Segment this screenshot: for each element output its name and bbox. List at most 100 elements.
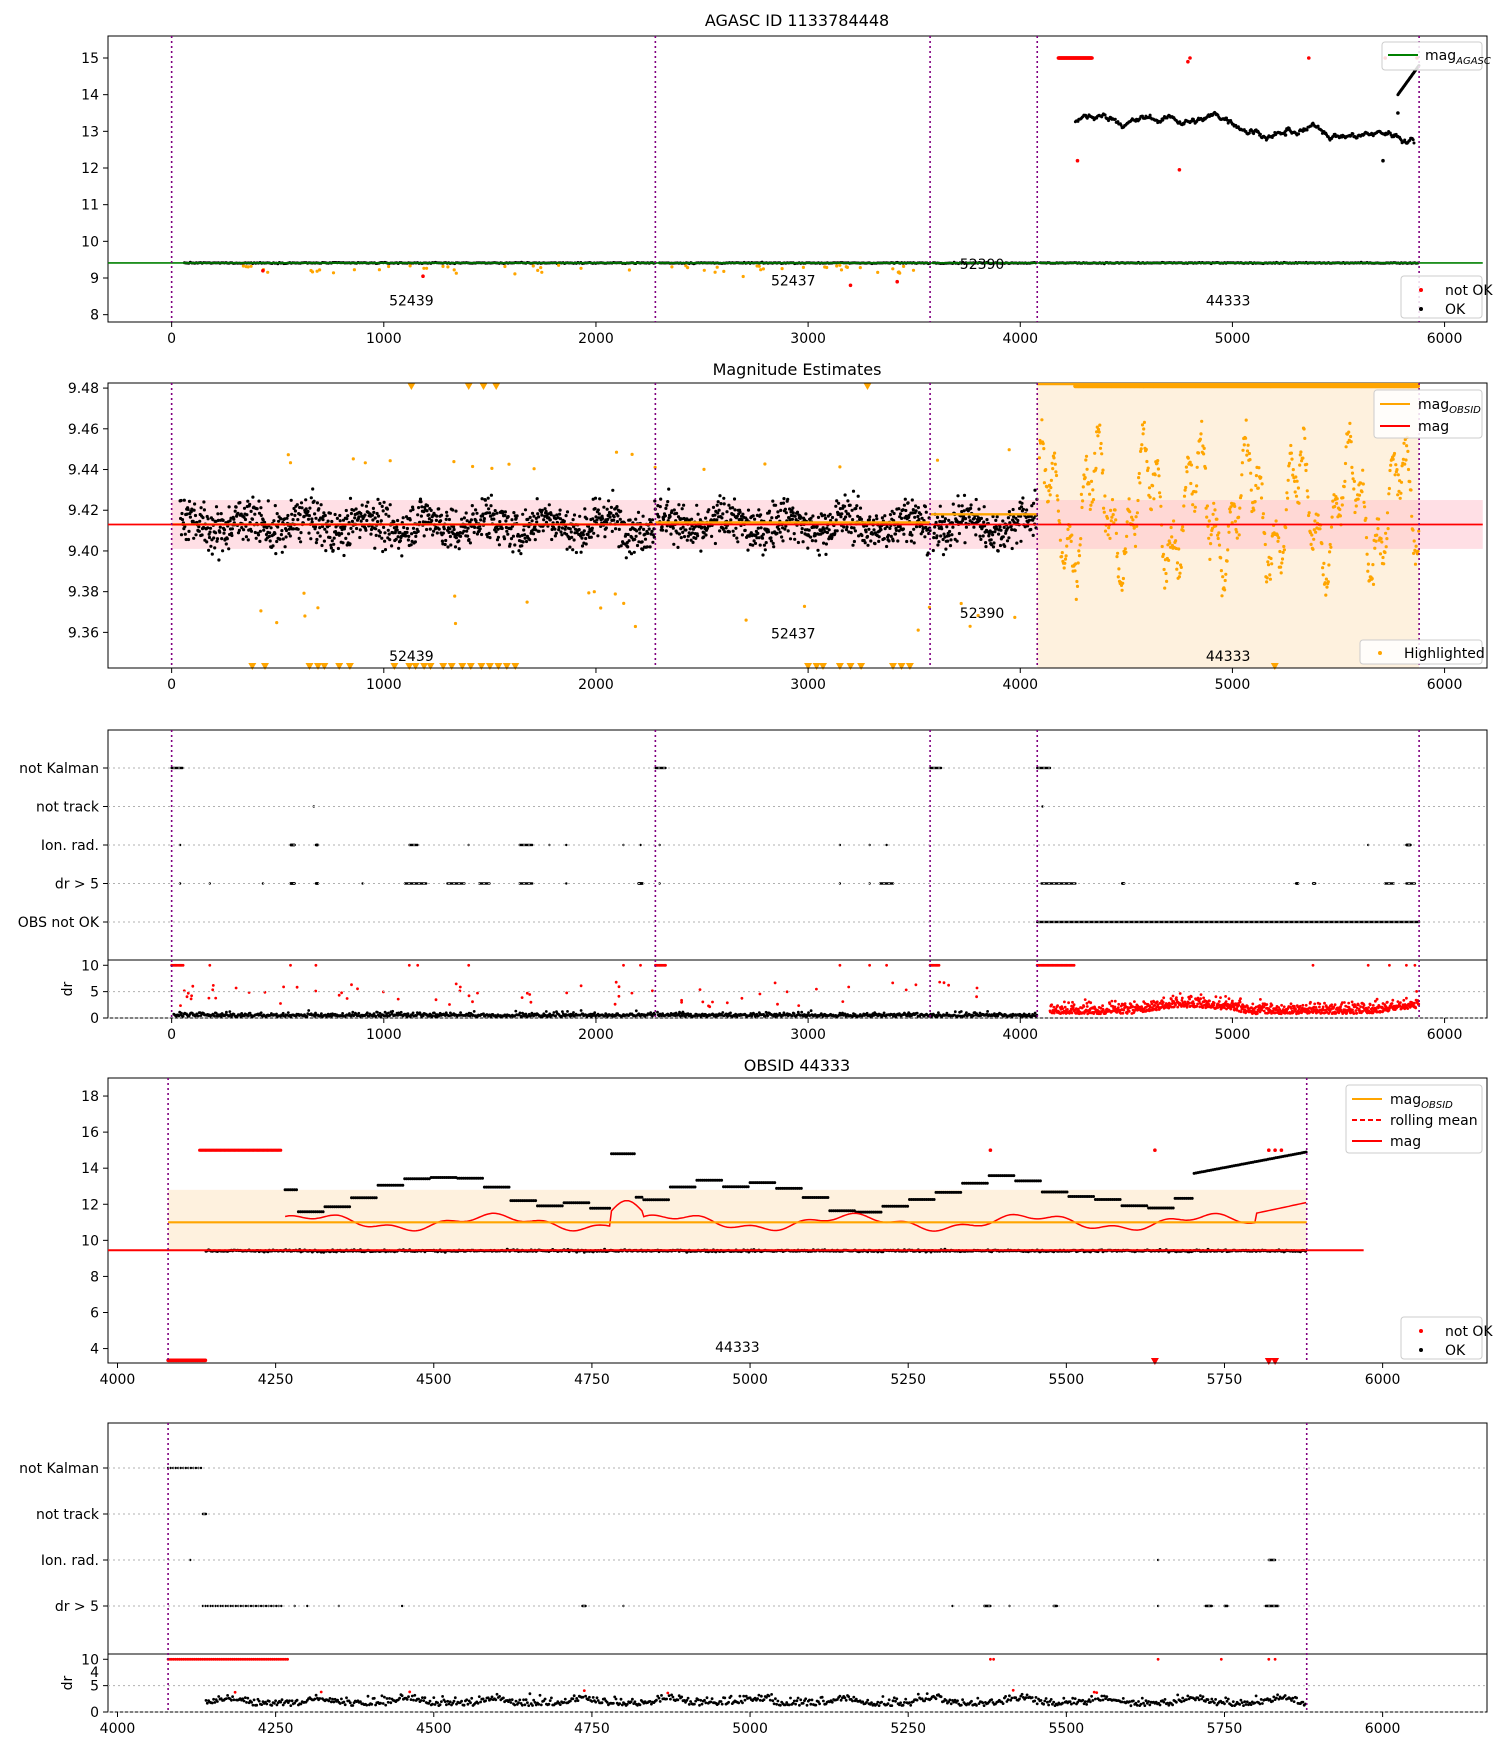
p2-ok-point <box>909 539 914 543</box>
p1-highlight-point <box>858 266 862 270</box>
p2-ok-point <box>648 518 652 522</box>
p2-ok-point <box>849 531 853 535</box>
p2-ok-point <box>592 531 596 535</box>
p2-ok-point <box>221 518 225 523</box>
p2-ok-point <box>397 546 401 550</box>
p2-ok-point <box>230 533 234 538</box>
p2-highlight-point <box>1198 437 1202 441</box>
p2-ok-point <box>394 537 398 541</box>
p2-ok-point <box>612 518 616 522</box>
p2-ok-point <box>751 543 755 547</box>
p2-ok-point <box>602 505 606 509</box>
p2-highlight-point <box>1411 528 1415 532</box>
p2-ok-point <box>324 549 328 553</box>
p2-ok-point <box>206 526 210 530</box>
p2-ok-point <box>275 539 279 544</box>
p2-highlight-point <box>1137 476 1141 480</box>
p2-ok-point <box>614 527 618 531</box>
p2-ok-point <box>760 536 765 540</box>
p2-ok-point <box>615 505 619 509</box>
p2-highlight-point <box>1114 531 1118 536</box>
p2-ok-point <box>355 526 359 531</box>
p2-outlier-marker <box>485 663 494 670</box>
p2-highlight-point <box>1340 503 1344 507</box>
p2-ok-point <box>465 529 469 533</box>
p2-ok-point <box>632 550 636 554</box>
p2-highlight-point <box>1175 561 1180 565</box>
p2-highlight-point <box>1046 499 1050 503</box>
p2-ok-point <box>846 499 850 503</box>
p2-ok-point <box>721 512 725 516</box>
p2-highlight-point <box>1324 577 1328 581</box>
p2-ok-point <box>307 531 311 535</box>
p4-mag-obsid-band <box>168 1189 1307 1252</box>
p2-highlight-point <box>1060 555 1064 559</box>
p2-highlight-point <box>1382 562 1386 566</box>
p2-ok-point <box>383 548 388 552</box>
p2-highlight-point <box>1396 473 1400 477</box>
p2-highlight-point <box>1100 471 1104 475</box>
p2-highlight-point <box>1194 490 1198 494</box>
p2-ok-point <box>315 501 319 505</box>
p1-ok-point <box>1305 128 1309 132</box>
p2-highlight-point <box>1146 466 1150 470</box>
p2-highlight-point <box>1153 473 1157 477</box>
p1-ok-point <box>1351 132 1355 136</box>
p2-highlight-point <box>614 450 619 454</box>
p2-highlight-point <box>1366 569 1370 573</box>
p2-ok-point <box>921 530 925 534</box>
p2-highlight-point <box>1107 526 1111 530</box>
p2-highlight-point <box>1357 493 1362 497</box>
p2-ok-point <box>790 517 795 521</box>
p2-ok-point <box>445 514 449 518</box>
p2-ok-point <box>1002 525 1006 530</box>
p2-ok-point <box>1021 507 1025 511</box>
p2-ok-point <box>912 527 916 531</box>
p2-highlight-point <box>1075 579 1079 584</box>
p2-highlight-point <box>1101 468 1105 472</box>
p2-ok-point <box>923 505 928 509</box>
p2-ok-point <box>967 515 971 519</box>
p2-ok-point <box>371 506 375 510</box>
p2-highlight-point <box>1159 504 1163 508</box>
p2-ok-point <box>279 517 283 521</box>
p2-ok-point <box>213 546 217 550</box>
p2-ok-point <box>759 526 763 530</box>
p2-ok-point <box>947 518 951 523</box>
p2-ok-point <box>964 525 969 529</box>
p2-ok-point <box>413 540 417 544</box>
p2-ok-point <box>984 541 988 545</box>
p2-highlight-point <box>1167 558 1171 563</box>
p2-ok-point <box>568 527 572 531</box>
p2-ok-point <box>533 538 537 542</box>
p2-highlight-point <box>1186 456 1190 460</box>
p2-highlight-point <box>1376 527 1380 531</box>
p1-scatter-point <box>1186 59 1190 64</box>
p2-ok-point <box>558 512 562 516</box>
p2-ok-point <box>275 511 279 516</box>
p2-highlight-point <box>968 624 972 628</box>
p2-ok-point <box>219 511 223 516</box>
p2-ok-point <box>978 534 982 538</box>
p2-ok-point <box>350 519 354 524</box>
p2-ok-point <box>694 536 698 541</box>
p1-scatter-point <box>1307 56 1311 60</box>
p2-ok-point <box>372 510 376 514</box>
p2-ok-point <box>629 552 634 556</box>
p2-highlight-point <box>1329 525 1334 529</box>
p2-highlight-point <box>1078 543 1082 547</box>
p2-ok-point <box>1001 535 1005 539</box>
p2-ok-point <box>859 517 864 521</box>
p2-ok-point <box>386 528 390 532</box>
p2-ok-point <box>454 536 458 540</box>
p2-highlight-point <box>1081 499 1085 503</box>
p2-ok-point <box>457 539 461 543</box>
p2-highlight-point <box>1298 453 1302 457</box>
p2-ok-point <box>549 513 553 517</box>
p2-highlight-point <box>490 466 494 470</box>
p2-ok-point <box>512 510 516 515</box>
p2-ok-point <box>498 520 502 524</box>
p2-ok-point <box>885 544 889 549</box>
p2-ok-point <box>618 517 622 521</box>
p2-highlight-point <box>1202 446 1206 450</box>
